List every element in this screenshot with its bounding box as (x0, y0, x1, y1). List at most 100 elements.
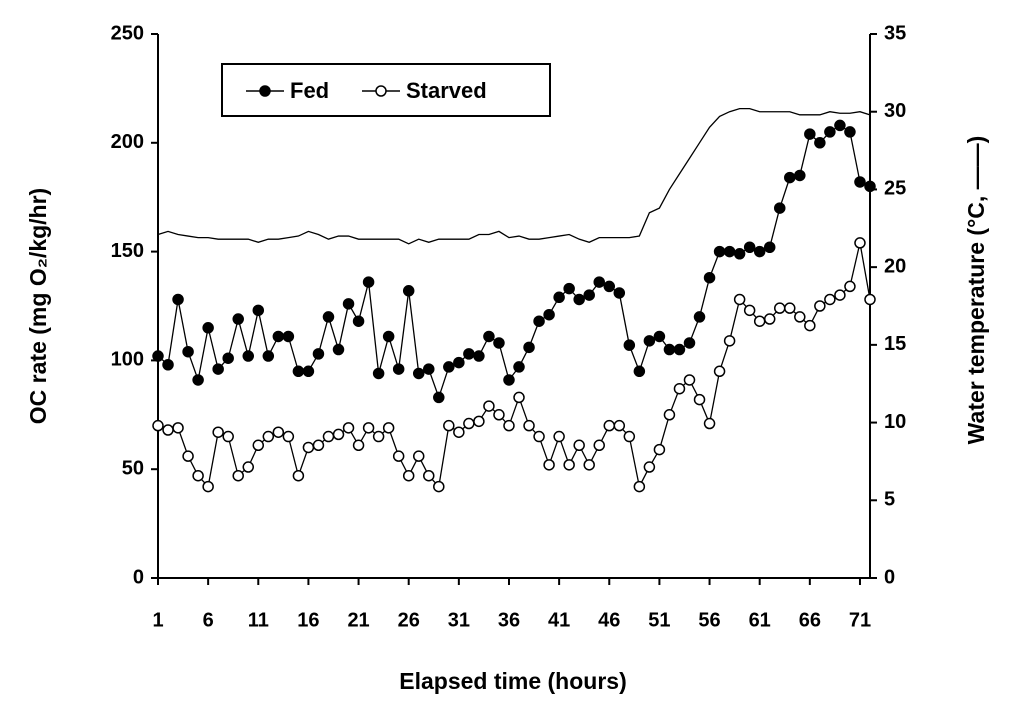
data-point (232, 313, 244, 325)
data-point (523, 341, 535, 354)
data-point (252, 439, 265, 452)
y2-tick-label: 20 (884, 255, 906, 277)
y2-tick-label: 30 (884, 100, 906, 122)
data-point (854, 237, 866, 249)
data-point (272, 330, 285, 343)
data-point (312, 348, 325, 360)
data-point (834, 289, 846, 301)
data-point (804, 128, 816, 140)
data-point (773, 202, 786, 214)
data-point (402, 285, 415, 297)
data-point (693, 311, 706, 323)
data-point (453, 356, 465, 369)
data-point (543, 459, 555, 471)
data-point (433, 480, 445, 493)
data-point (844, 126, 856, 138)
data-point (733, 248, 746, 260)
data-point (463, 348, 475, 360)
data-point (152, 350, 164, 362)
data-point (242, 350, 255, 362)
data-point (242, 461, 255, 473)
x-tick-label: 41 (548, 609, 570, 631)
data-point (463, 417, 475, 430)
data-point (623, 430, 636, 443)
data-point (493, 337, 505, 349)
data-point (372, 367, 385, 380)
data-point (713, 365, 726, 378)
y2-tick-label: 35 (884, 22, 906, 44)
data-point (172, 422, 184, 434)
data-point (412, 450, 425, 462)
data-point (613, 419, 626, 432)
data-point (753, 245, 766, 258)
data-point (412, 367, 425, 380)
data-point (794, 169, 806, 182)
data-point (703, 271, 716, 284)
x-tick-label: 16 (297, 609, 319, 631)
temperature-line (157, 107, 871, 245)
data-point (212, 426, 224, 438)
data-point (583, 459, 595, 471)
data-point (603, 419, 616, 432)
data-point (232, 469, 244, 482)
data-point (423, 469, 435, 482)
data-point (784, 302, 796, 314)
data-point (292, 469, 305, 482)
data-point (563, 282, 575, 295)
x-tick-label: 36 (498, 609, 520, 631)
data-point (573, 293, 585, 306)
data-point (713, 245, 726, 258)
data-point (483, 330, 495, 343)
data-point (693, 393, 706, 406)
data-point (513, 361, 525, 373)
x-tick-label: 1 (152, 609, 163, 631)
data-point (753, 315, 766, 327)
data-point (362, 276, 375, 288)
data-point (763, 313, 776, 325)
data-point (362, 422, 375, 434)
data-point (864, 293, 876, 306)
data-point (202, 480, 214, 493)
data-point (222, 430, 234, 443)
y-tick-label: 200 (111, 131, 144, 153)
data-point (643, 461, 656, 473)
data-point (292, 365, 305, 378)
legend-marker (375, 85, 387, 97)
data-point (202, 322, 214, 334)
data-point (613, 287, 626, 299)
y2-tick-label: 5 (884, 489, 895, 511)
x-tick-label: 26 (398, 609, 420, 631)
data-point (402, 469, 415, 482)
legend-label: Starved (406, 78, 487, 103)
y2-tick-label: 25 (884, 178, 906, 200)
y-tick-label: 100 (111, 349, 144, 371)
data-point (743, 241, 756, 253)
data-point (423, 363, 435, 375)
data-point (633, 365, 646, 378)
data-point (483, 400, 495, 412)
data-point (503, 374, 515, 386)
data-point (473, 350, 485, 362)
y-tick-label: 50 (122, 457, 144, 479)
data-point (312, 439, 325, 452)
data-point (352, 315, 365, 327)
data-point (262, 350, 275, 362)
x-tick-label: 21 (347, 609, 369, 631)
data-point (683, 374, 696, 386)
data-point (573, 439, 585, 452)
data-point (844, 280, 856, 293)
data-point (854, 176, 866, 188)
data-point (553, 291, 565, 304)
data-point (172, 293, 184, 306)
data-point (784, 171, 796, 184)
data-point (192, 469, 204, 482)
data-point (302, 365, 315, 378)
data-point (864, 180, 876, 193)
data-point (342, 298, 355, 310)
data-point (743, 304, 756, 317)
data-point (302, 441, 315, 454)
data-point (252, 304, 265, 317)
legend-marker (259, 85, 271, 97)
